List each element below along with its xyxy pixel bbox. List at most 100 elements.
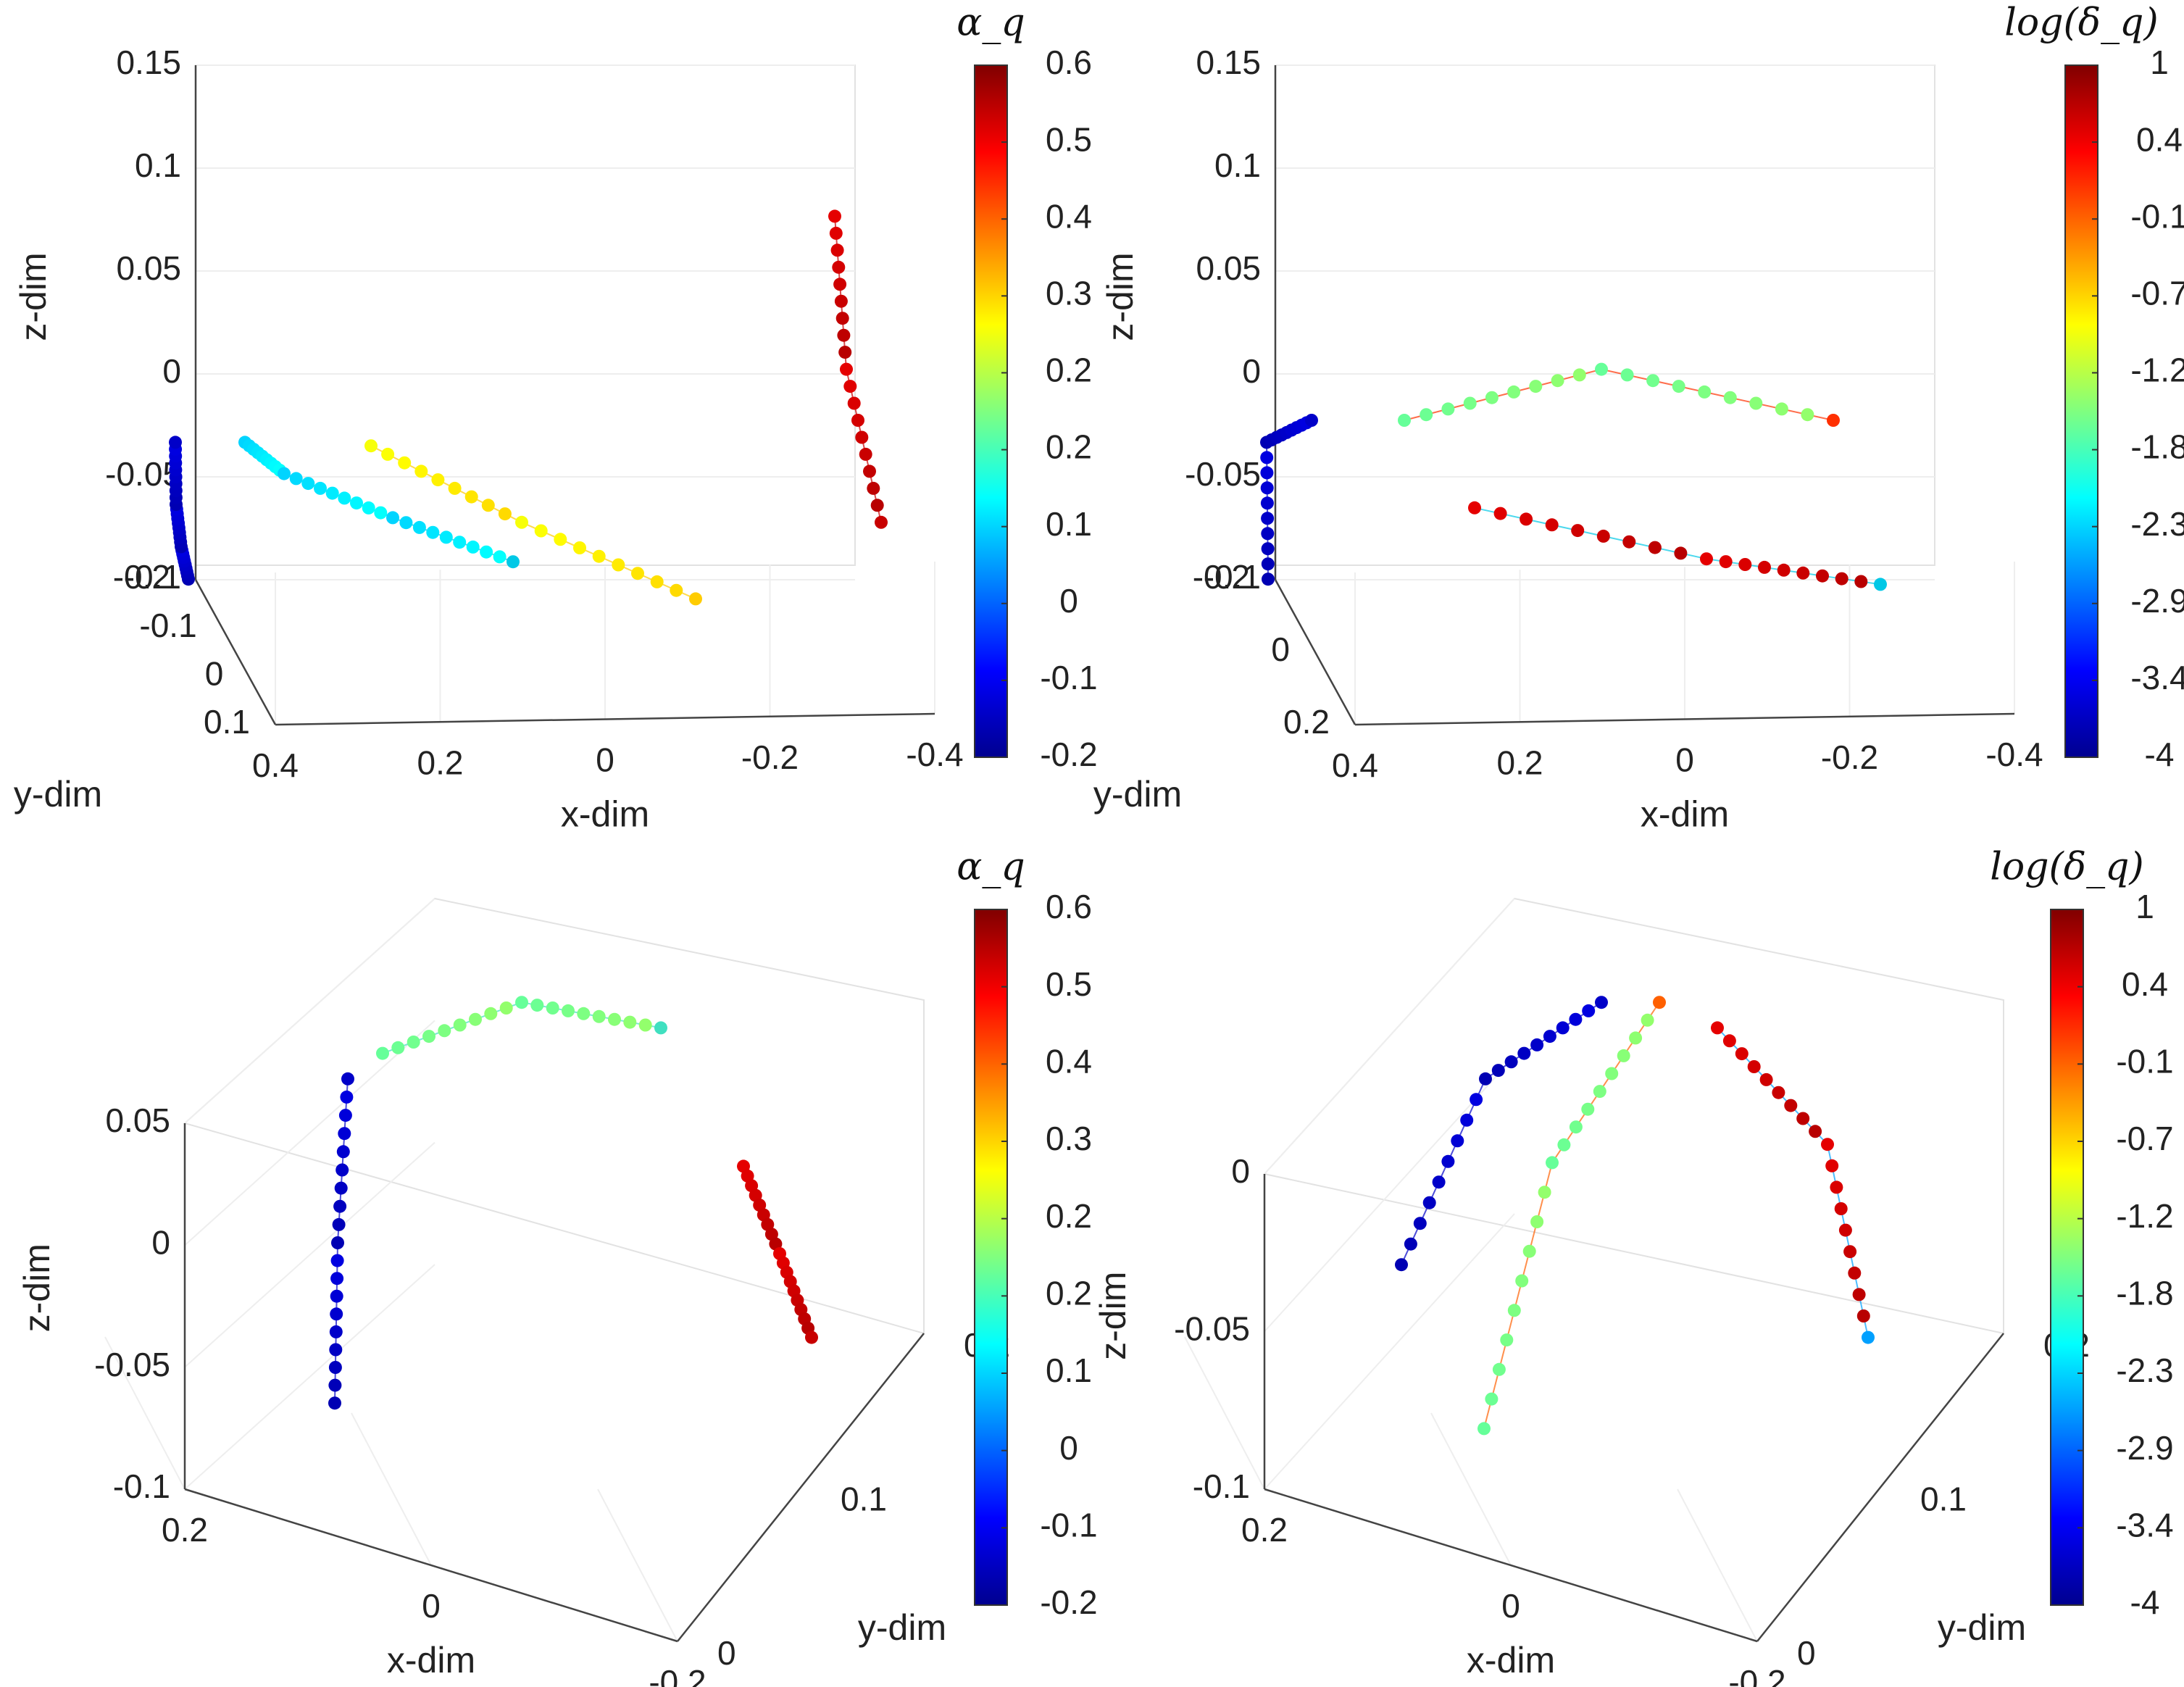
colorbar-tick-label: -2.9 [2116,1429,2173,1467]
data-point [562,1004,575,1017]
data-point [507,555,520,569]
x-tick-label: 0 [596,741,614,779]
y-tick-label: 0 [717,1634,736,1672]
data-series-trajectory-3 [737,1159,818,1344]
x-tick-label: -0.2 [1728,1663,1785,1687]
data-point [1504,1055,1518,1069]
colorbar-tick-label: -3.4 [2116,1506,2173,1544]
colorbar-tick-label: 0.2 [1046,1274,1092,1312]
colorbar-tick-label: -0.1 [2116,1042,2173,1080]
data-point [1261,527,1275,541]
data-point [608,1012,621,1026]
data-series-trajectory-3 [364,439,702,606]
data-point [837,328,851,342]
y-tick-label: 0.1 [841,1480,887,1518]
colorbar-tick-label: 0 [1059,1429,1078,1467]
data-point [386,511,399,525]
z-tick-label: 0.15 [1196,43,1261,81]
data-point [1843,1245,1857,1259]
data-point [1862,1330,1875,1344]
data-point [374,506,388,520]
data-point [426,525,440,539]
trajectory-line [1404,368,1834,421]
x-tick-label: 0 [1675,741,1694,779]
data-series-trajectory-2 [1477,996,1666,1436]
data-point [1422,1196,1436,1209]
colorbar-tick-label: -1.2 [2116,1197,2173,1235]
x-gridline [1430,1412,1512,1566]
x-tick-label: 0.4 [252,746,299,784]
data-point [1538,1186,1551,1199]
data-point [1595,362,1608,376]
colorbar-tick-label: -2.3 [2116,1351,2173,1389]
data-point [1747,1060,1761,1073]
data-point [1735,1047,1749,1061]
colorbar-tick-label: 1 [2135,888,2154,925]
y-axis-line [1274,579,1356,725]
x-gridline [1677,1488,1758,1642]
colorbar-tick-label: -0.7 [2116,1120,2173,1157]
colorbar-tick-label: -0.1 [2130,197,2184,235]
colorbar-tick-label: -4 [2145,736,2175,773]
data-point [863,465,876,478]
data-point [1622,535,1636,549]
data-point [875,515,888,529]
data-point [612,558,625,572]
colorbar-tick-label: -3.4 [2130,659,2184,696]
x-axis-line [275,712,935,726]
colorbar-tick-label: 0.5 [1046,965,1092,1003]
data-point [1460,1113,1474,1127]
data-series-trajectory-2 [238,436,520,569]
z-gridline [184,1020,435,1246]
colorbar-tick-label: 1 [2150,43,2169,81]
x-tick-label: -0.2 [649,1663,706,1687]
data-point [1801,408,1814,422]
data-point [1759,1072,1773,1086]
data-point [1827,414,1840,427]
data-point [1816,569,1829,583]
data-point [498,507,512,521]
z-tick-label: 0 [1242,352,1261,390]
data-point [1260,466,1274,480]
data-point [654,1021,667,1035]
data-point [1556,1021,1570,1035]
data-point [1722,1034,1736,1048]
data-point [332,1217,346,1231]
chart-panel-bottom-right: 0.20-0.200.10.20-0.05-0.1x-dimy-dimz-dim… [1093,846,2173,1687]
data-point [1572,368,1586,382]
chart-panel-top-left: 0.4 0.2 0 -0.2 -0.4-0.2-0.100.10.150.10.050-… [13,1,1097,835]
data-point [1581,1102,1595,1116]
data-point [554,533,567,546]
x-tick-label: 0.4 [1332,746,1378,784]
data-point [1500,1333,1514,1347]
x-axis-line [184,1488,678,1643]
data-point [1463,396,1477,410]
colorbar-tick-label: 0.1 [1046,1351,1092,1389]
data-point [1520,512,1533,526]
z-tick-label: 0 [1231,1152,1250,1190]
data-point [328,1361,342,1374]
data-point [453,1018,467,1032]
data-point [1825,1159,1839,1172]
data-point [631,567,644,580]
data-point [546,1001,559,1015]
colorbar-tick-label: 0.2 [1046,428,1092,466]
data-point [1493,507,1507,520]
data-point [855,430,869,444]
y-axis-label: y-dim [1093,774,1182,815]
x-tick-label: -0.4 [906,736,963,773]
data-point [1835,572,1849,586]
data-point [847,396,861,410]
data-point [838,346,852,359]
data-point [1834,1202,1848,1215]
x-tick-label: -0.2 [1821,738,1878,776]
data-point [412,520,426,534]
colorbar-tick-label: -1.8 [2116,1274,2173,1312]
colorbar-tick-label: -0.2 [1040,1583,1097,1621]
data-point [1557,1138,1571,1151]
data-point [650,575,664,588]
data-point [278,467,291,480]
data-point [328,1396,341,1410]
colorbar-tick-label: -0.1 [1040,1506,1097,1544]
data-point [1854,575,1868,588]
